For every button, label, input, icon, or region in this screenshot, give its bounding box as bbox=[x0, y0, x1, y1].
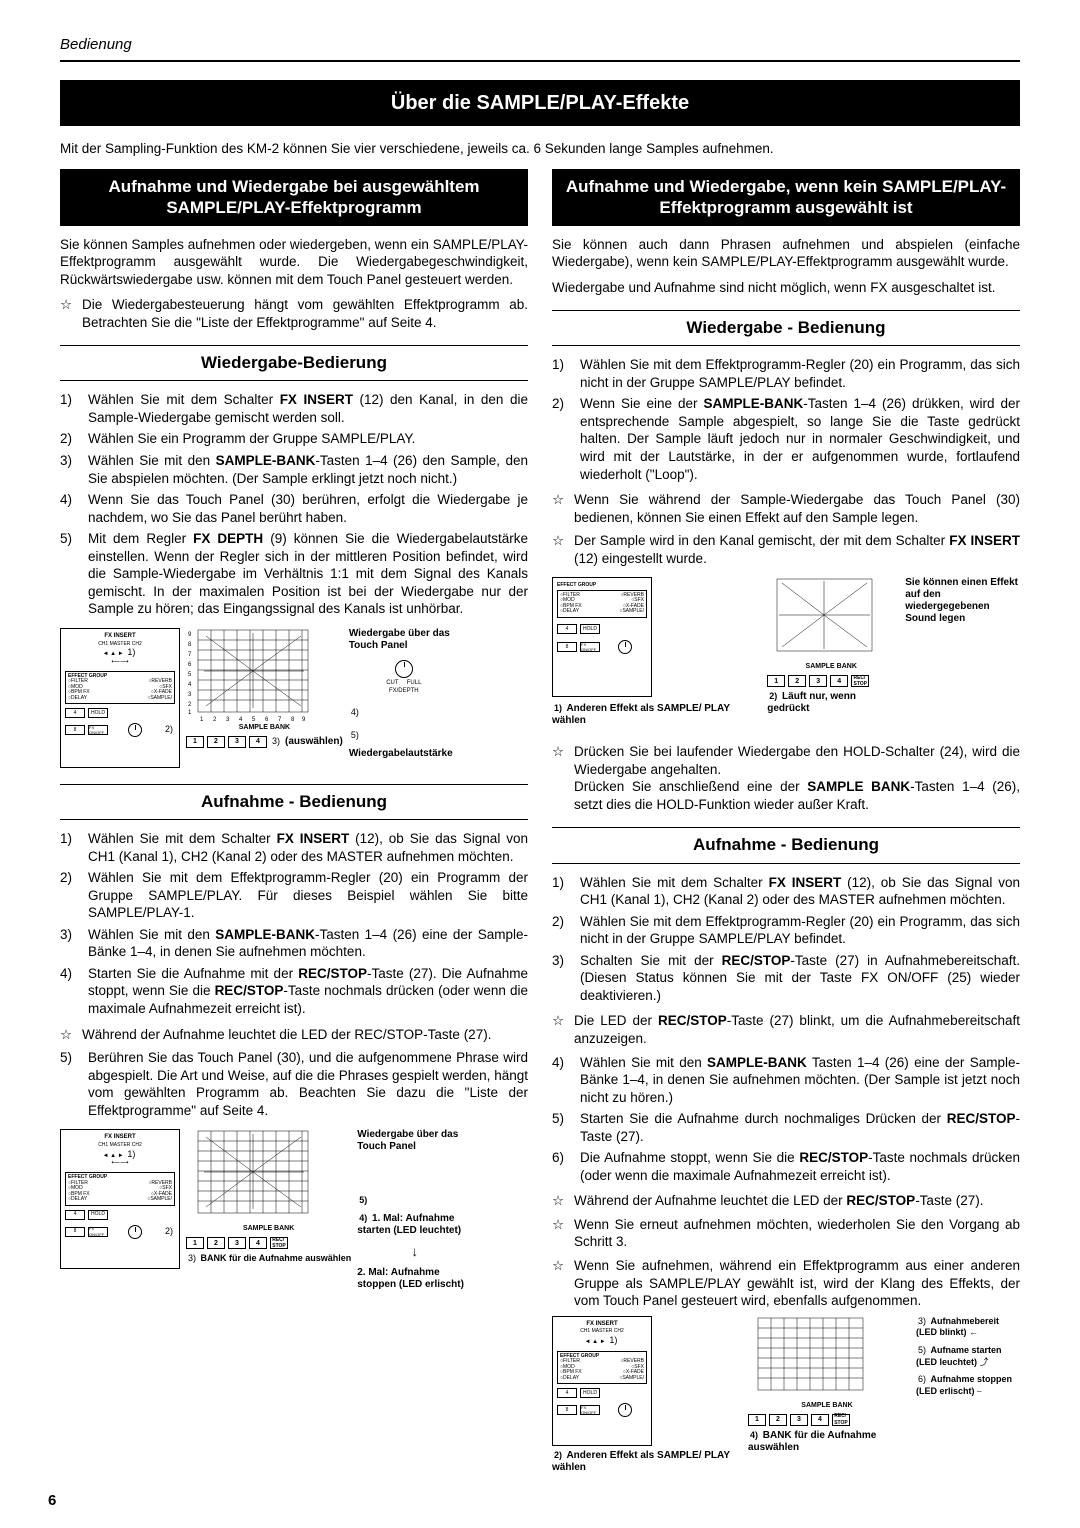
right-rec-title: Aufnahme - Bedienung bbox=[552, 827, 1020, 863]
list-item: 1)Wählen Sie mit dem Effektprogramm-Regl… bbox=[552, 356, 1020, 391]
list-item: 2)Wenn Sie eine der SAMPLE-BANK-Tasten 1… bbox=[552, 395, 1020, 483]
list-item: 5)Mit dem Regler FX DEPTH (9) können Sie… bbox=[60, 530, 528, 618]
main-title: Über die SAMPLE/PLAY-Effekte bbox=[60, 80, 1020, 126]
list-item: 1)Wählen Sie mit dem Schalter FX INSERT … bbox=[60, 391, 528, 426]
right-black-heading: Aufnahme und Wiedergabe, wenn kein SAMPL… bbox=[552, 169, 1020, 226]
right-column: Aufnahme und Wiedergabe, wenn kein SAMPL… bbox=[552, 169, 1020, 1490]
svg-text:5: 5 bbox=[252, 717, 256, 723]
left-playback-list: 1)Wählen Sie mit dem Schalter FX INSERT … bbox=[60, 391, 528, 618]
svg-text:5: 5 bbox=[188, 672, 192, 678]
list-item: 4)Starten Sie die Aufnahme mit der REC/S… bbox=[60, 965, 528, 1018]
list-item: 2)Wählen Sie mit dem Effektprogramm-Regl… bbox=[552, 913, 1020, 948]
right-playback-list: 1)Wählen Sie mit dem Effektprogramm-Regl… bbox=[552, 356, 1020, 483]
svg-text:7: 7 bbox=[278, 717, 282, 723]
svg-text:1: 1 bbox=[188, 710, 192, 716]
list-item: 2)Wählen Sie mit dem Effektprogramm-Regl… bbox=[60, 869, 528, 922]
list-item: 3)Wählen Sie mit den SAMPLE-BANK-Tasten … bbox=[60, 452, 528, 487]
list-item: 4)Wenn Sie das Touch Panel (30) berühren… bbox=[60, 491, 528, 526]
page-number: 6 bbox=[48, 1491, 56, 1511]
svg-text:3: 3 bbox=[188, 692, 192, 698]
svg-text:8: 8 bbox=[188, 642, 192, 648]
svg-text:4: 4 bbox=[188, 682, 192, 688]
svg-text:9: 9 bbox=[302, 717, 306, 723]
left-black-heading: Aufnahme und Wiedergabe bei ausgewähltem… bbox=[60, 169, 528, 226]
control-panel-icon: EFFECT GROUP ○FILTER○REVERB ○MOD○SFX ○BP… bbox=[552, 577, 652, 697]
left-rec-star: ☆Während der Aufnahme leuchtet die LED d… bbox=[60, 1026, 528, 1044]
left-rec-list: 1)Wählen Sie mit dem Schalter FX INSERT … bbox=[60, 830, 528, 1017]
svg-text:4: 4 bbox=[239, 717, 243, 723]
right-playback-title: Wiedergabe - Bedienung bbox=[552, 310, 1020, 346]
svg-text:6: 6 bbox=[188, 662, 192, 668]
left-rec-title: Aufnahme - Bedienung bbox=[60, 784, 528, 820]
svg-text:1: 1 bbox=[200, 717, 204, 723]
svg-text:7: 7 bbox=[188, 652, 192, 658]
right-diagram-playback: EFFECT GROUP ○FILTER○REVERB ○MOD○SFX ○BP… bbox=[552, 577, 1020, 727]
svg-text:2: 2 bbox=[188, 702, 192, 708]
left-star1: ☆ Die Wiedergabesteuerung hängt vom gewä… bbox=[60, 296, 528, 331]
touch-grid-icon bbox=[767, 577, 877, 662]
left-column: Aufnahme und Wiedergabe bei ausgewähltem… bbox=[60, 169, 528, 1490]
right-para1: Sie können auch dann Phrasen aufnehmen u… bbox=[552, 236, 1020, 271]
list-item: 3)Schalten Sie mit der REC/STOP-Taste (2… bbox=[552, 952, 1020, 1005]
svg-text:3: 3 bbox=[226, 717, 230, 723]
left-diagram-rec: FX INSERT CH1 MASTER CH2 ◄ ▲ ► 1) ⟵⟶ EFF… bbox=[60, 1129, 528, 1291]
right-diagram-rec: FX INSERT CH1 MASTER CH2 ◄ ▲ ► 1) EFFECT… bbox=[552, 1316, 1020, 1474]
list-item: 1)Wählen Sie mit dem Schalter FX INSERT … bbox=[552, 874, 1020, 909]
list-item: 3)Wählen Sie mit den SAMPLE-BANK-Tasten … bbox=[60, 926, 528, 961]
touch-grid-icon: 9 8 7 6 5 4 3 2 1 1 2 3 4 5 6 7 8 9 bbox=[186, 628, 316, 723]
intro-text: Mit der Sampling-Funktion des KM-2 könne… bbox=[60, 140, 1020, 158]
touch-grid-icon bbox=[186, 1129, 316, 1224]
right-para2: Wiedergabe und Aufnahme sind nicht mögli… bbox=[552, 279, 1020, 297]
svg-text:9: 9 bbox=[188, 632, 192, 638]
left-para1: Sie können Samples aufnehmen oder wieder… bbox=[60, 236, 528, 289]
star-icon: ☆ bbox=[60, 296, 74, 331]
touch-grid-icon bbox=[748, 1316, 868, 1401]
page-header: Bedienung bbox=[60, 35, 1020, 62]
ann-effect-side: Sie können einen Effekt auf den wiederge… bbox=[905, 577, 1020, 625]
control-panel-icon: FX INSERT CH1 MASTER CH2 ◄ ▲ ► 1) ⟵⟶ EFF… bbox=[60, 1129, 180, 1269]
left-playback-title: Wiedergabe-Bedierung bbox=[60, 345, 528, 381]
list-item: 2)Wählen Sie ein Programm der Gruppe SAM… bbox=[60, 430, 528, 448]
svg-text:6: 6 bbox=[265, 717, 269, 723]
control-panel-icon: FX INSERT CH1 MASTER CH2 ◄ ▲ ► 1) EFFECT… bbox=[552, 1316, 652, 1446]
control-panel-icon: FX INSERT CH1 MASTER CH2 ◄ ▲ ► 1) ⟵⟶ EFF… bbox=[60, 628, 180, 768]
left-diagram-playback: FX INSERT CH1 MASTER CH2 ◄ ▲ ► 1) ⟵⟶ EFF… bbox=[60, 628, 528, 768]
ann-touch-panel: Wiedergabe über das Touch Panel bbox=[349, 628, 459, 652]
list-item: 1)Wählen Sie mit dem Schalter FX INSERT … bbox=[60, 830, 528, 865]
right-rec-list: 1)Wählen Sie mit dem Schalter FX INSERT … bbox=[552, 874, 1020, 1005]
svg-text:2: 2 bbox=[213, 717, 217, 723]
svg-text:8: 8 bbox=[291, 717, 295, 723]
